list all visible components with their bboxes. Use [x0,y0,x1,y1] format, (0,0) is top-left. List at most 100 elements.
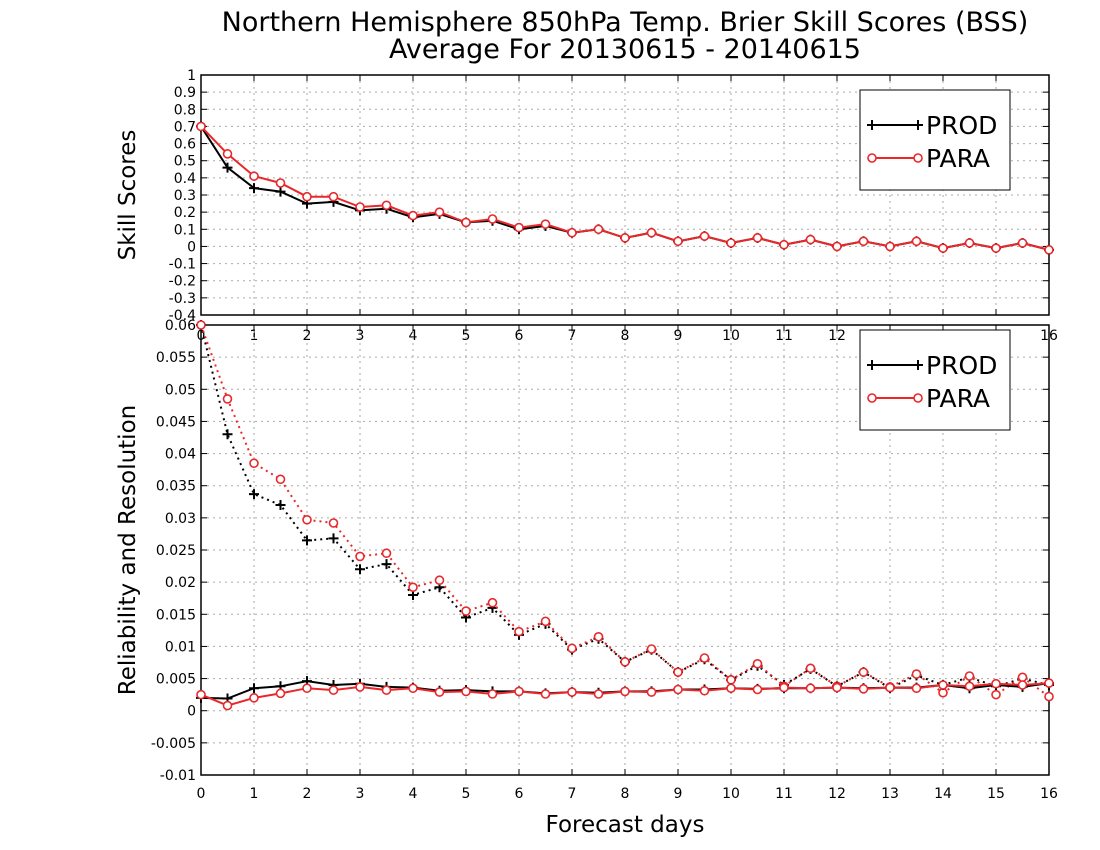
grid-lines [200,74,1050,316]
x-tick-label: 7 [568,328,577,344]
data-point-circle [991,689,1001,700]
data-point-plus [249,683,259,694]
legend-marker-circle [913,393,923,403]
data-point-circle [673,667,683,677]
data-point-circle [805,234,816,245]
data-point-circle [699,231,710,241]
data-point-circle [514,626,524,637]
data-point-circle [726,683,736,694]
data-point-circle [434,575,445,586]
data-point-plus [381,559,392,570]
data-point-plus [222,429,233,440]
legend-label-prod: PROD [926,351,997,380]
y-tick-label: 0.02 [165,575,196,591]
data-point-circle [885,682,895,693]
x-tick-label: 4 [409,786,418,802]
x-tick-label: 2 [303,786,312,802]
x-tick-label: 6 [515,328,524,344]
x-tick-label: 6 [515,786,524,802]
legend-box [859,329,1011,431]
y-tick-label: 0.015 [156,607,196,623]
data-point-circle [408,683,418,694]
x-tick-label: 1 [250,786,259,802]
y-tick-label: 0.035 [156,479,196,495]
data-point-circle [196,121,206,132]
x-tick-label: 3 [356,786,365,802]
y-tick-label: 0.4 [174,171,196,187]
data-point-circle [302,514,312,525]
data-point-circle [805,663,816,674]
data-point-circle [620,686,630,697]
data-point-circle [1044,691,1054,702]
y-tick-label: 0.01 [165,639,196,655]
y-tick-label: 0.3 [174,188,196,204]
series-para [196,121,1054,255]
y-tick-label: 0.055 [156,350,196,366]
x-tick-label: 9 [674,786,683,802]
data-point-circle [646,687,657,697]
data-point-circle [699,653,710,663]
chart-title-line2: Average For 20130615 - 20140615 [389,34,861,65]
data-point-circle [434,207,445,217]
data-point-circle [275,474,286,485]
x-tick-label: 10 [722,786,740,802]
data-point-circle [487,597,498,608]
data-point-circle [328,191,339,202]
x-tick-label: 3 [356,328,365,344]
data-point-circle [938,243,948,253]
data-point-circle [593,631,604,642]
series-line [200,324,1050,698]
y-tick-label: 0.1 [174,222,196,238]
x-tick-label: 1 [250,328,259,344]
data-point-circle [222,700,233,711]
data-point-circle [620,657,630,667]
data-point-circle [1017,672,1028,683]
y-tick-label: -0.2 [169,274,196,290]
x-tick-label: 10 [722,328,740,344]
y-tick-label: 0.06 [165,318,196,334]
data-point-circle [964,681,975,692]
data-point-plus [275,186,286,197]
data-point-circle [646,227,657,238]
data-point-circle [249,693,259,703]
data-point-circle [540,219,551,229]
data-point-circle [593,224,604,235]
data-point-circle [646,644,657,654]
y-tick-label: 0.04 [165,447,196,463]
data-point-circle [779,682,789,693]
y-axis-label: Skill Scores [115,130,141,261]
data-point-circle [355,202,365,212]
data-point-circle [540,689,551,699]
data-point-circle [487,214,498,224]
y-tick-label: 0.8 [174,102,196,118]
data-point-circle [911,236,922,247]
y-tick-label: -0.1 [169,257,196,273]
data-point-circle [540,616,551,627]
data-point-circle [673,236,683,247]
y-tick-label: 0.9 [174,85,196,101]
data-point-circle [567,687,577,697]
data-point-circle [752,233,763,243]
legend-marker-plus [913,120,923,130]
data-point-circle [858,684,869,694]
skill-scores-panel: 012345678910111213141516-0.4-0.3-0.2-0.1… [115,68,1058,344]
data-point-plus [249,489,259,500]
data-point-circle [726,675,736,685]
y-tick-label: -0.01 [160,768,196,784]
data-point-circle [1044,245,1054,255]
data-point-circle [699,685,710,696]
data-point-circle [1017,238,1028,248]
data-point-circle [752,684,763,695]
data-point-circle [991,243,1001,253]
data-point-plus [249,183,259,194]
data-point-circle [249,171,259,181]
x-axis-label: Forecast days [546,812,705,838]
x-tick-label: 8 [621,786,630,802]
data-point-circle [964,238,975,248]
data-point-circle [805,683,816,694]
data-point-circle [408,210,418,221]
data-point-circle [328,518,339,528]
data-point-circle [567,227,577,238]
data-point-circle [514,222,524,233]
